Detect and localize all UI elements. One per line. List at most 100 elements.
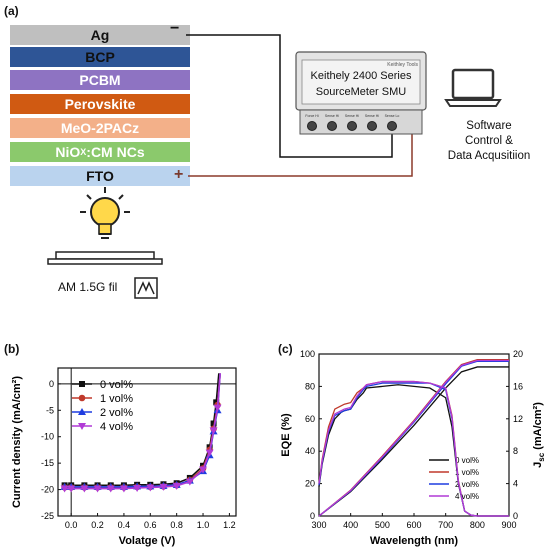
y2-axis-label-main: J (532, 462, 544, 468)
smu-port-label: Sense Lo (385, 114, 400, 118)
x-tick-label: 0.4 (118, 520, 131, 530)
data-point (60, 485, 69, 493)
x-tick-label: 0.8 (170, 520, 183, 530)
filter-icon (134, 277, 158, 299)
data-point (93, 485, 102, 493)
data-point (146, 484, 155, 492)
x-axis-label: Volatge (V) (119, 535, 176, 547)
eqe-curve (318, 380, 509, 517)
jv-chart: 0.0 0.2 0.4 0.6 0.8 1.0 1.2 0 -5 -10 -15 -20 -25 Vola… (11, 367, 237, 547)
x-tick-label: 600 (406, 520, 421, 530)
panel-label-b: (b) (4, 342, 20, 356)
data-point (80, 485, 89, 493)
x-tick-label: 0.2 (91, 520, 104, 530)
layer-label: NiO (55, 144, 81, 160)
y2-tick-label: 16 (513, 381, 523, 391)
y2-tick-label: 12 (513, 414, 523, 424)
legend-label: 4 vol% (455, 492, 479, 501)
smu-instrument: Force Hi Sense Hi Sense Hi Sense Hi Sense Lo (295, 51, 427, 135)
data-point (67, 485, 76, 493)
sample-stage (47, 251, 163, 265)
y2-axis-label: Jsc (mA/cm²) (532, 402, 546, 468)
plot-frame (57, 367, 237, 517)
y2-tick-label: 4 (513, 479, 518, 489)
plot-frame (318, 353, 510, 517)
y-tick-label: -15 (41, 458, 54, 468)
legend-label: 2 vol% (100, 407, 133, 419)
software-line2: Control & (465, 135, 513, 147)
data-point (133, 484, 142, 492)
software-line1: Software (466, 120, 512, 132)
smu-port (367, 121, 377, 131)
smu-title-line1: Keithely 2400 Series (310, 70, 412, 82)
light-bulb-icon (80, 187, 130, 239)
panel-label-a: (a) (4, 4, 19, 18)
legend-marker (78, 394, 86, 402)
data-point (106, 485, 115, 493)
layer-nio: NiO X :CM NCs (10, 142, 190, 162)
data-point (210, 420, 217, 427)
layer-label: MeO-2PACz (60, 120, 140, 136)
x-tick-label: 900 (501, 520, 516, 530)
smu-port (347, 121, 357, 131)
series-line (64, 373, 221, 490)
setup-diagram: Force Hi Sense Hi Sense Hi Sense Hi Sense Lo (47, 34, 502, 299)
data-point (213, 404, 222, 412)
layer-label: Perovskite (64, 96, 136, 112)
data-point (185, 478, 194, 486)
x-axis-label: Wavelength (nm) (370, 535, 459, 547)
layer-label-subscript: X (80, 147, 87, 157)
x-tick-label: 300 (311, 520, 326, 530)
y2-tick-label: 0 (513, 511, 518, 521)
y-tick-label: -20 (41, 485, 54, 495)
legend-label: 1 vol% (100, 393, 133, 405)
legend-label: 2 vol% (455, 480, 479, 489)
eqe-chart: 300 400 500 600 700 800 9000204060801000481216… (280, 349, 546, 547)
jsc-curve (318, 359, 509, 517)
panel-label-c: (c) (278, 342, 293, 356)
data-point (199, 466, 208, 474)
smu-port-label: Force Hi (305, 114, 318, 118)
data-point (172, 482, 181, 490)
x-tick-label: 800 (470, 520, 485, 530)
smu-port-label: Sense Hi (365, 114, 379, 118)
series-line (64, 373, 220, 487)
eqe-curve (318, 384, 509, 517)
y2-tick-label: 8 (513, 446, 518, 456)
smu-port (307, 121, 317, 131)
layer-label: Ag (90, 27, 110, 43)
legend-marker (79, 381, 85, 387)
data-point (119, 485, 128, 493)
y-axis-label: Current density (mA/cm²) (11, 376, 23, 508)
data-point (209, 427, 218, 435)
series-line (64, 373, 221, 488)
laptop-icon (444, 68, 502, 107)
x-tick-label: 500 (375, 520, 390, 530)
layer-pcbm: PCBM (10, 70, 190, 90)
x-tick-label: 0.0 (65, 520, 78, 530)
y-tick-label: 60 (305, 414, 315, 424)
y-tick-label: 20 (305, 479, 315, 489)
x-tick-label: 1.2 (223, 520, 236, 530)
layer-perovskite: Perovskite (10, 94, 190, 114)
layer-label-suffix: :CM NCs (86, 144, 145, 160)
positive-terminal: + (174, 166, 184, 183)
x-tick-label: 400 (343, 520, 358, 530)
y2-axis-label-sub: sc (537, 452, 546, 461)
y-tick-label: 0 (310, 511, 315, 521)
legend-marker (78, 423, 86, 430)
software-line3: Data Acqusitiion (447, 150, 531, 162)
legend-label: 0 vol% (100, 379, 133, 391)
y-tick-label: 40 (305, 446, 315, 456)
y-tick-label: 100 (300, 349, 315, 359)
legend-marker (78, 408, 86, 415)
negative-terminal: − (170, 20, 180, 37)
layer-label: PCBM (79, 72, 121, 88)
legend-label: 0 vol% (455, 456, 479, 465)
smu-port-label: Sense Hi (325, 114, 339, 118)
x-tick-label: 0.6 (144, 520, 157, 530)
negative-wire (186, 34, 393, 158)
layer-bcp: BCP (10, 47, 190, 67)
smu-port-label: Sense Hi (345, 114, 359, 118)
smu-port (387, 121, 397, 131)
